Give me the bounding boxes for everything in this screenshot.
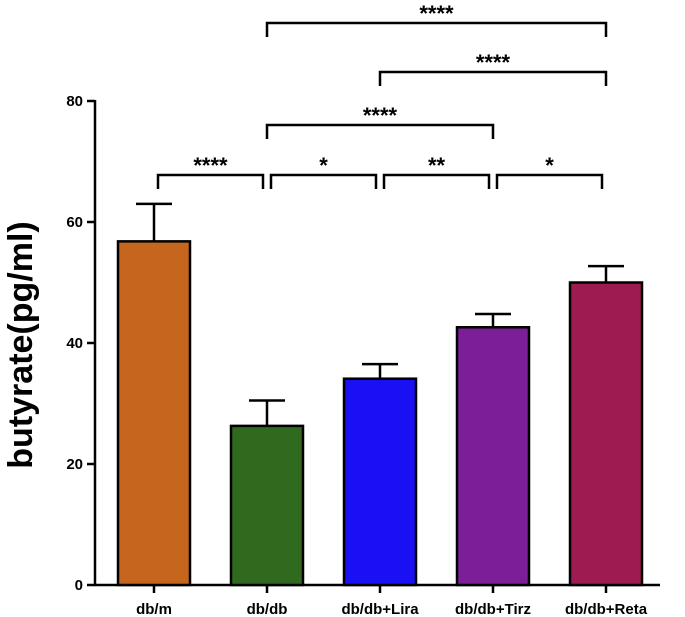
significance-label: * [319,153,328,178]
bar [342,377,418,587]
y-tick-label: 60 [66,214,83,231]
significance-bracket [269,173,378,189]
significance-label: **** [476,50,511,75]
bar [568,281,644,587]
significance-bracket [382,173,491,189]
significance-brackets: **** * ** ************* [156,1,608,189]
significance-bracket [265,21,608,37]
y-tick-label: 20 [66,456,83,473]
significance-label: **** [419,1,454,26]
y-tick-label: 40 [66,335,83,352]
significance-label: * [545,153,554,178]
y-axis-label: butyrate(pg/ml) [2,221,40,468]
bar [116,240,192,587]
x-category-label: db/db+Lira [341,601,419,617]
significance-bracket [495,173,604,189]
x-category-label: db/db+Reta [565,601,648,617]
bars [116,202,644,587]
significance-bracket [156,173,265,189]
significance-label: **** [363,103,398,128]
x-category-label: db/db [247,601,288,617]
y-tick-label: 80 [66,93,83,110]
bar [229,424,305,587]
x-category-label: db/m [136,601,172,617]
significance-label: ** [428,153,446,178]
y-tick-label: 0 [75,577,83,594]
significance-label: **** [193,153,228,178]
significance-bracket [378,70,608,86]
bar [455,326,531,587]
significance-bracket [265,123,495,139]
x-category-label: db/db+Tirz [455,601,531,617]
